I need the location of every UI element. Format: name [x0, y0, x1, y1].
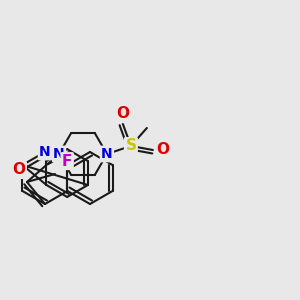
Text: S: S: [125, 139, 136, 154]
Text: N: N: [101, 147, 113, 161]
Text: O: O: [13, 163, 26, 178]
Text: F: F: [62, 154, 72, 169]
Text: O: O: [116, 106, 129, 122]
Text: N: N: [39, 145, 51, 159]
Text: O: O: [156, 142, 170, 158]
Text: N: N: [53, 147, 65, 161]
